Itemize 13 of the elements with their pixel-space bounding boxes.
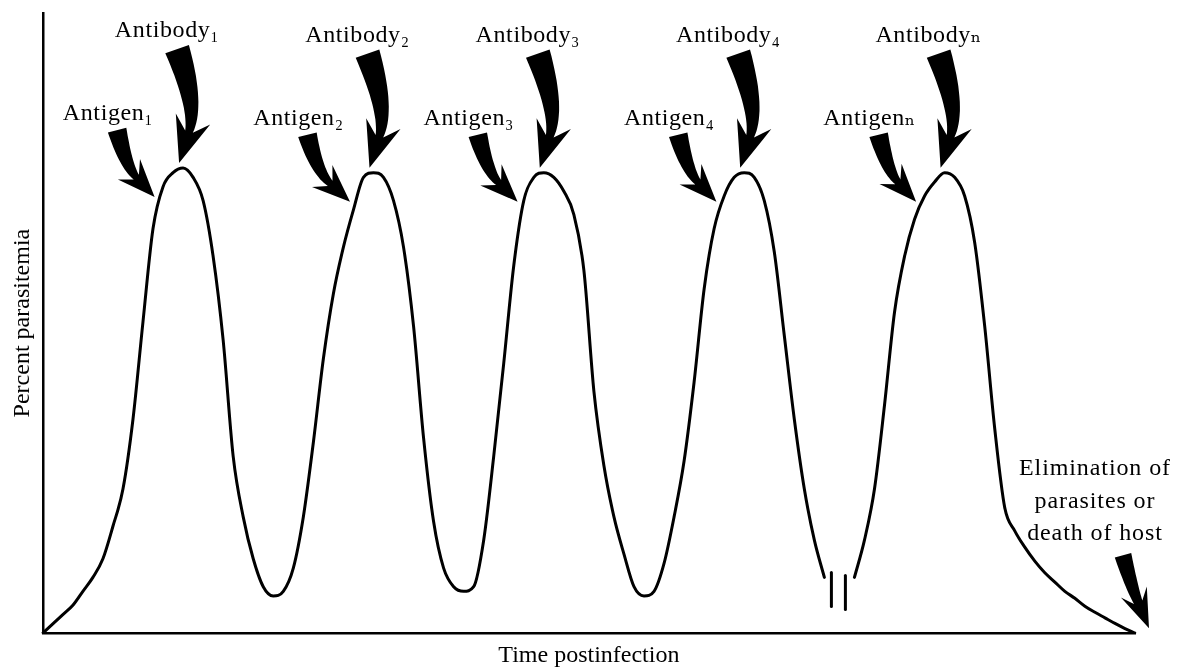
text: Antibody₄ (675, 20, 781, 49)
text: Antigenₙ (823, 103, 916, 132)
text: Antibody₃ (475, 20, 581, 49)
text: Antibody₂ (305, 20, 410, 49)
y-axis-title: Percent parasitemia (7, 228, 34, 418)
text: Antigen₂ (253, 103, 344, 132)
text: Antigen₃ (423, 103, 515, 132)
x-axis-title: Time postinfection (498, 640, 680, 667)
text: Antigen₄ (623, 103, 715, 132)
annotation: Elimination of parasites or death of host (1018, 453, 1172, 548)
text: Antibodyₙ (875, 20, 982, 49)
text: Antibody₁ (114, 16, 220, 44)
text: Antigen₁ (62, 99, 154, 127)
